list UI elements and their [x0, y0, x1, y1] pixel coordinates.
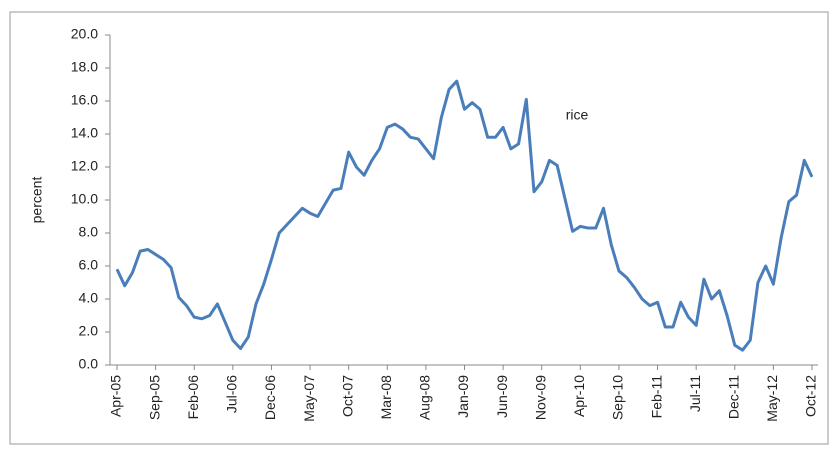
x-tick-label: Sep-10: [610, 375, 626, 420]
y-tick-label: 8.0: [79, 224, 99, 240]
x-tick-label: Dec-11: [725, 375, 741, 419]
x-tick-label: Oct-07: [339, 375, 355, 417]
y-tick-label: 18.0: [71, 59, 98, 75]
y-tick-label: 10.0: [71, 191, 98, 207]
y-axis-label: percent: [29, 177, 45, 224]
y-tick-label: 6.0: [79, 257, 99, 273]
y-tick-label: 14.0: [71, 125, 98, 141]
x-tick-label: Sep-05: [146, 375, 162, 420]
annotation: rice: [566, 107, 589, 123]
chart-border: [9, 11, 829, 445]
x-tick-label: Jan-09: [455, 375, 471, 418]
x-tick-label: Aug-08: [417, 375, 433, 420]
x-tick-label: Dec-06: [262, 375, 278, 420]
x-tick-label: May-07: [301, 375, 317, 422]
x-tick-label: Feb-11: [648, 375, 664, 419]
x-tick-label: Nov-09: [532, 375, 548, 420]
y-tick-label: 12.0: [71, 158, 98, 174]
y-tick-label: 4.0: [79, 290, 99, 306]
x-tick-label: Jul-06: [224, 375, 240, 413]
y-tick-label: 0.0: [79, 356, 99, 372]
x-tick-label: Jul-11: [687, 375, 703, 412]
y-tick-label: 16.0: [71, 92, 98, 108]
x-tick-label: Mar-08: [378, 375, 394, 420]
x-tick-label: May-12: [764, 375, 780, 422]
y-tick-label: 20.0: [71, 26, 98, 42]
x-tick-label: Jun-09: [494, 375, 510, 418]
x-tick-label: Oct-12: [803, 375, 819, 417]
data-line: [115, 79, 814, 352]
x-tick-label: Apr-10: [571, 375, 587, 417]
y-tick-label: 2.0: [79, 323, 99, 339]
x-tick-label: Feb-06: [185, 375, 201, 420]
x-tick-label: Apr-05: [108, 375, 124, 417]
